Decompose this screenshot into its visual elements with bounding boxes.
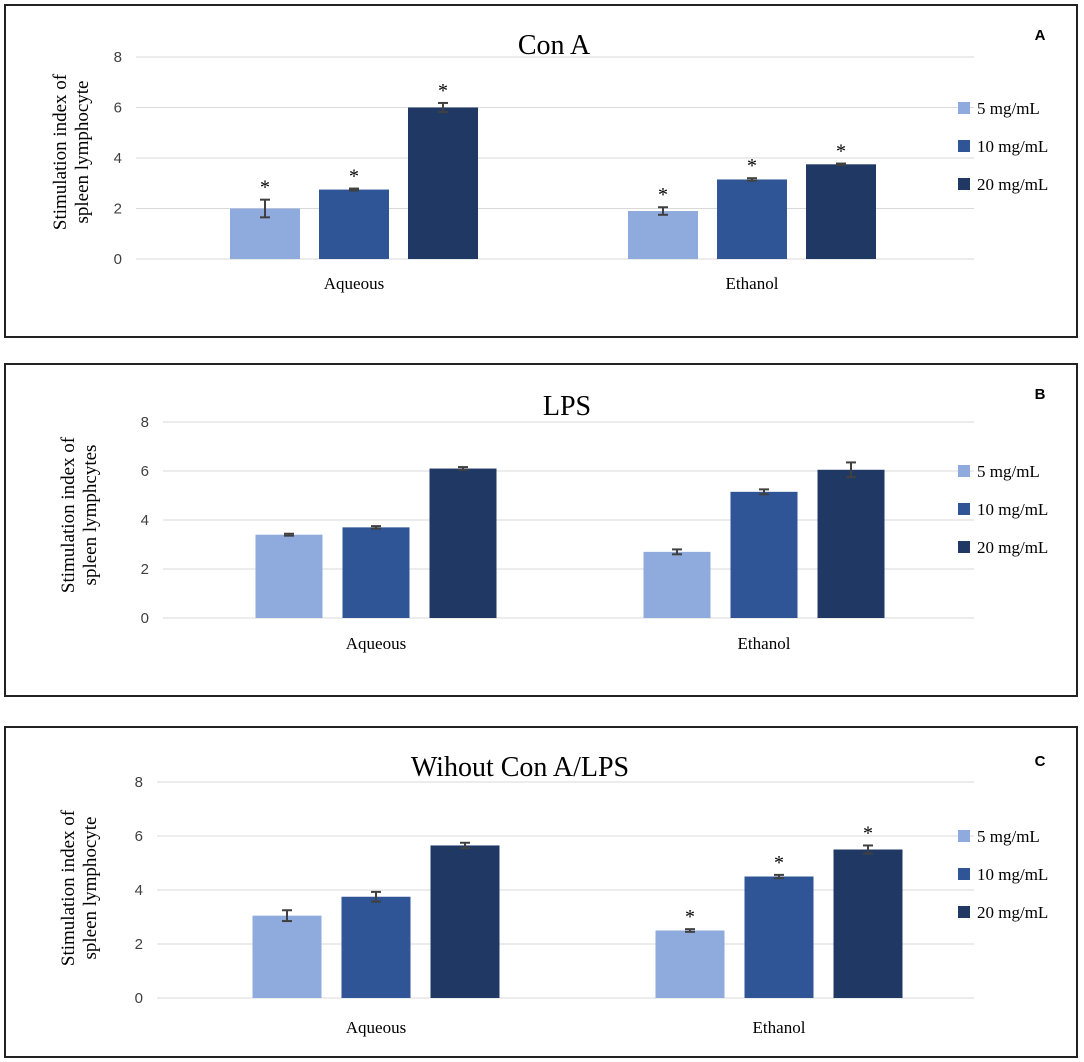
y-tick-label-0: 0 — [114, 251, 122, 268]
bar-ethanol-1 — [655, 930, 725, 998]
y-tick-label-8: 8 — [141, 414, 149, 431]
panel-label: C — [1035, 753, 1046, 770]
bar-aqueous-2 — [319, 189, 389, 259]
bar-ethanol-2 — [717, 179, 787, 259]
y-tick-label-8: 8 — [135, 774, 143, 791]
bar-ethanol-1 — [628, 211, 698, 259]
legend-label-2: 10 mg/mL — [977, 500, 1048, 519]
legend-swatch-2 — [958, 868, 970, 880]
legend-swatch-1 — [958, 830, 970, 842]
significance-marker-ethanol-2: * — [774, 852, 784, 874]
y-tick-label-6: 6 — [141, 463, 149, 480]
bar-aqueous-2 — [341, 896, 411, 998]
y-axis-label: Stimulation index ofspleen lymphocyte — [58, 809, 101, 966]
y-axis-label: Stimulation index ofspleen lymphcytes — [58, 436, 101, 593]
legend-label-3: 20 mg/mL — [977, 175, 1048, 194]
bar-ethanol-3 — [817, 469, 885, 618]
bar-ethanol-2 — [744, 876, 814, 998]
legend-label-1: 5 mg/mL — [977, 462, 1040, 481]
x-category-label-aqueous: Aqueous — [346, 1018, 406, 1037]
legend-label-3: 20 mg/mL — [977, 903, 1048, 922]
significance-marker-ethanol-1: * — [685, 906, 695, 928]
legend-swatch-3 — [958, 178, 970, 190]
y-tick-label-6: 6 — [114, 100, 122, 117]
y-tick-label-4: 4 — [114, 150, 122, 167]
bar-ethanol-2 — [730, 491, 798, 618]
x-category-label-aqueous: Aqueous — [324, 274, 384, 293]
legend-swatch-1 — [958, 465, 970, 477]
chart-panel-b: 0 2 4 6 8 Stimulation index ofspleen lymphcyt… — [4, 363, 1078, 697]
bar-ethanol-1 — [643, 551, 711, 618]
bar-ethanol-3 — [833, 849, 903, 998]
legend-label-3: 20 mg/mL — [977, 538, 1048, 557]
legend-swatch-3 — [958, 906, 970, 918]
y-tick-label-2: 2 — [135, 936, 143, 953]
panel-label: B — [1035, 386, 1046, 403]
y-tick-label-0: 0 — [141, 610, 149, 627]
bar-aqueous-3 — [429, 468, 497, 618]
x-category-label-ethanol: Ethanol — [726, 274, 779, 293]
legend-swatch-1 — [958, 102, 970, 114]
chart-con-a: 0 2 4 6 8 Stimulation index ofspleen lymphocy… — [50, 27, 1048, 293]
legend-label-1: 5 mg/mL — [977, 99, 1040, 118]
legend-swatch-2 — [958, 140, 970, 152]
legend-swatch-3 — [958, 541, 970, 553]
chart-panel-a: 0 2 4 6 8 Stimulation index ofspleen lymphocy… — [4, 4, 1078, 338]
bar-aqueous-1 — [255, 534, 323, 618]
bar-aqueous-3 — [430, 845, 500, 998]
bar-aqueous-1 — [252, 915, 322, 998]
y-axis-label-line-2: spleen lymphocyte — [80, 817, 101, 960]
legend-label-2: 10 mg/mL — [977, 865, 1048, 884]
significance-marker-ethanol-1: * — [658, 184, 668, 206]
significance-marker-ethanol-3: * — [863, 822, 873, 844]
legend-label-1: 5 mg/mL — [977, 827, 1040, 846]
bar-aqueous-2 — [342, 527, 410, 618]
y-tick-label-4: 4 — [141, 512, 149, 529]
significance-marker-aqueous-2: * — [349, 166, 359, 188]
x-category-label-ethanol: Ethanol — [738, 634, 791, 653]
y-tick-label-2: 2 — [141, 561, 149, 578]
legend-label-2: 10 mg/mL — [977, 137, 1048, 156]
bar-ethanol-3 — [806, 164, 876, 259]
chart-without-con-a-lps: 0 2 4 6 8 Stimulation index ofspleen lymphocy… — [58, 752, 1048, 1037]
y-tick-label-0: 0 — [135, 990, 143, 1007]
significance-marker-aqueous-1: * — [260, 177, 270, 199]
y-axis-label-line-1: Stimulation index of — [58, 809, 79, 966]
y-tick-label-2: 2 — [114, 201, 122, 218]
x-category-label-ethanol: Ethanol — [753, 1018, 806, 1037]
y-axis-label-line-1: Stimulation index of — [58, 436, 79, 593]
chart-title: Wihout Con A/LPS — [411, 752, 629, 783]
y-axis-label: Stimulation index ofspleen lymphocyte — [50, 73, 93, 230]
chart-title: LPS — [543, 391, 591, 422]
significance-marker-aqueous-3: * — [438, 80, 448, 102]
chart-lps: 0 2 4 6 8 Stimulation index ofspleen lymphcyt… — [58, 386, 1048, 653]
chart-title: Con A — [518, 30, 591, 61]
y-tick-label-8: 8 — [114, 49, 122, 66]
panel-label: A — [1035, 27, 1046, 44]
y-tick-label-4: 4 — [135, 882, 143, 899]
chart-panel-c: 0 2 4 6 8 Stimulation index ofspleen lymphocy… — [4, 726, 1078, 1058]
significance-marker-ethanol-2: * — [747, 155, 757, 177]
y-axis-label-line-1: Stimulation index of — [50, 73, 71, 230]
significance-marker-ethanol-3: * — [836, 141, 846, 163]
y-tick-label-6: 6 — [135, 828, 143, 845]
x-category-label-aqueous: Aqueous — [346, 634, 406, 653]
y-axis-label-line-2: spleen lymphocyte — [72, 81, 93, 224]
bar-aqueous-3 — [408, 107, 478, 259]
y-axis-label-line-2: spleen lymphcytes — [80, 445, 101, 586]
legend-swatch-2 — [958, 503, 970, 515]
